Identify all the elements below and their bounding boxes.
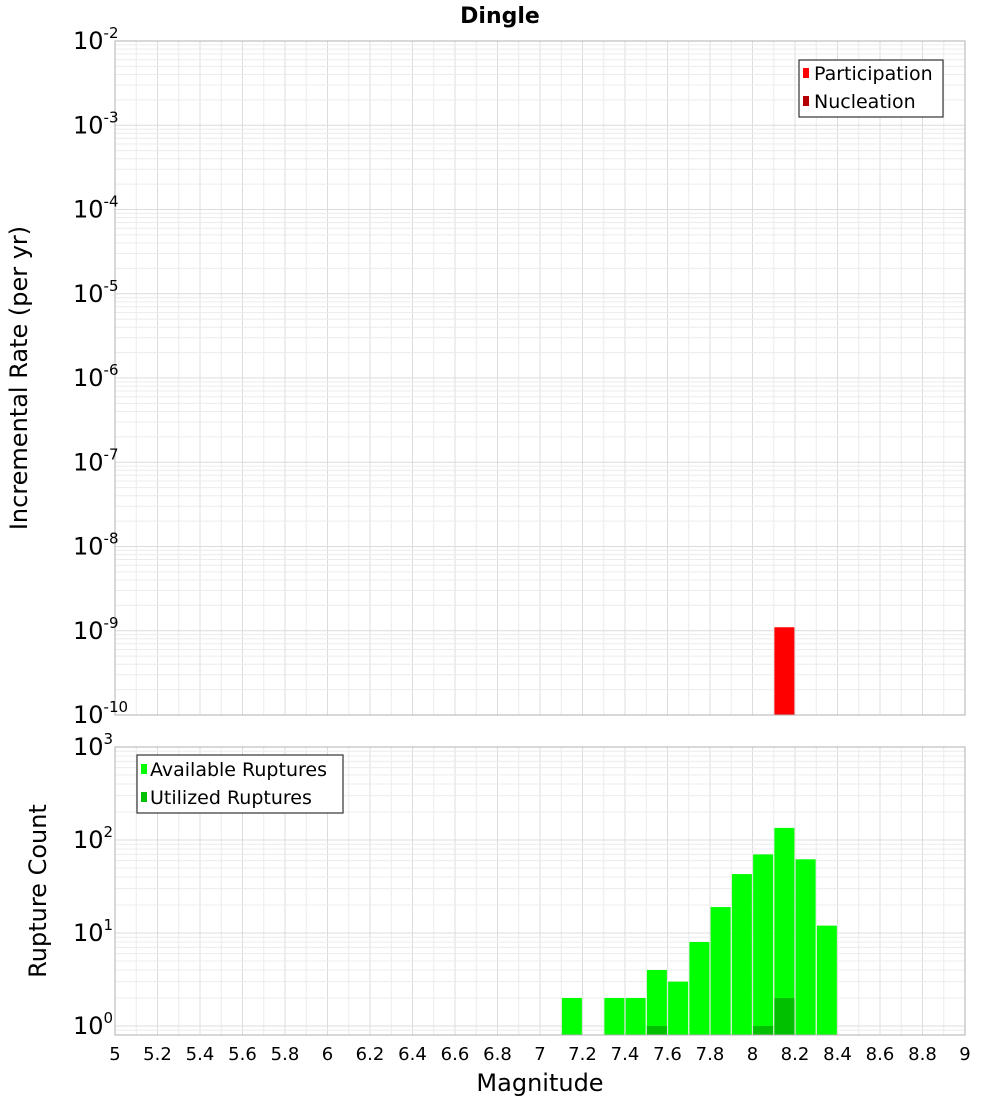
bar-available-ruptures — [689, 942, 710, 1035]
bottom-plot-frame — [114, 746, 966, 1036]
legend-swatch-available — [141, 764, 147, 774]
top-y-tick-label: 10-8 — [73, 530, 119, 561]
top-y-axis-label: Incremental Rate (per yr) — [5, 226, 33, 530]
top-plot-frame — [114, 40, 966, 716]
top-y-tick-labels: 10-10 10-9 10-8 10-7 10-6 10-5 10-4 10-3 10-2 — [73, 24, 128, 729]
x-tick-label: 5.8 — [271, 1044, 300, 1065]
x-tick-label: 8.2 — [781, 1044, 810, 1065]
top-y-tick-label: 10-2 — [73, 24, 119, 55]
x-tick-label: 6.8 — [483, 1044, 512, 1065]
legend-label-utilized: Utilized Ruptures — [150, 787, 312, 809]
x-tick-label: 8.4 — [823, 1044, 852, 1065]
bar-available-ruptures — [625, 997, 646, 1035]
bottom-y-tick-label: 100 — [73, 1009, 113, 1040]
top-y-tick-label: 10-4 — [73, 193, 119, 224]
x-tick-label: 5.6 — [228, 1044, 257, 1065]
bar-available-ruptures — [774, 827, 795, 1035]
x-tick-label: 6.6 — [441, 1044, 470, 1065]
bar-utilized-ruptures — [774, 997, 795, 1035]
bar-available-ruptures — [561, 997, 582, 1035]
x-tick-label: 8.8 — [908, 1044, 937, 1065]
top-y-tick-label: 10-3 — [73, 108, 119, 139]
bar-available-ruptures — [646, 969, 667, 1035]
x-tick-label: 6.4 — [398, 1044, 427, 1065]
bar-available-ruptures — [731, 874, 752, 1035]
bar-utilized-ruptures — [753, 1025, 774, 1035]
bottom-y-tick-label: 102 — [73, 823, 113, 854]
top-legend: Participation Nucleation — [798, 59, 944, 118]
bar-available-ruptures — [668, 981, 689, 1035]
bar-available-ruptures — [753, 854, 774, 1035]
x-tick-label: 7.6 — [653, 1044, 682, 1065]
bar-utilized-ruptures — [646, 1025, 667, 1035]
x-tick-label: 8.6 — [866, 1044, 895, 1065]
legend-swatch-participation — [803, 68, 809, 78]
bar-participation — [774, 627, 795, 715]
legend-swatch-utilized — [141, 792, 147, 802]
x-tick-label: 5.4 — [186, 1044, 215, 1065]
top-y-tick-label: 10-9 — [73, 614, 119, 645]
x-tick-label: 7.2 — [568, 1044, 597, 1065]
legend-label-participation: Participation — [814, 63, 933, 85]
legend-label-nucleation: Nucleation — [814, 91, 916, 113]
bottom-legend: Available Ruptures Utilized Ruptures — [136, 754, 344, 814]
x-axis-label: Magnitude — [476, 1069, 603, 1097]
top-y-tick-label: 10-7 — [73, 445, 119, 476]
x-tick-label: 7.8 — [696, 1044, 725, 1065]
x-tick-label: 8 — [747, 1044, 758, 1065]
bottom-y-tick-labels: 100 101 102 103 — [73, 730, 113, 1040]
bar-available-ruptures — [604, 997, 625, 1035]
legend-label-available: Available Ruptures — [150, 759, 327, 781]
bottom-y-axis-label: Rupture Count — [24, 804, 52, 978]
x-tick-label: 7.4 — [611, 1044, 640, 1065]
top-legend-box — [798, 59, 944, 118]
bottom-y-tick-label: 101 — [73, 916, 113, 947]
top-y-tick-label: 10-5 — [73, 277, 119, 308]
x-tick-label: 5 — [109, 1044, 120, 1065]
chart-title: Dingle — [460, 4, 540, 29]
bottom-legend-box — [136, 754, 344, 814]
x-tick-label: 5.2 — [143, 1044, 172, 1065]
top-panel-bars — [774, 627, 795, 715]
top-y-tick-label: 10-6 — [73, 361, 119, 392]
bar-available-ruptures — [710, 907, 731, 1035]
top-y-tick-label: 10-10 — [73, 698, 128, 729]
top-panel-grid — [114, 41, 966, 716]
x-tick-labels: 5 5.2 5.4 5.6 5.8 6 6.2 6.4 6.6 6.8 7 7.2 7.4 7.6 7.8 8… — [109, 1044, 970, 1065]
bottom-panel-bars — [561, 827, 837, 1035]
bar-available-ruptures — [816, 925, 837, 1035]
legend-swatch-nucleation — [803, 96, 809, 106]
x-tick-label: 9 — [959, 1044, 970, 1065]
x-tick-label: 6.2 — [356, 1044, 385, 1065]
x-tick-label: 6 — [322, 1044, 333, 1065]
bottom-y-tick-label: 103 — [73, 730, 113, 761]
x-tick-label: 7 — [534, 1044, 545, 1065]
bar-available-ruptures — [795, 859, 816, 1035]
